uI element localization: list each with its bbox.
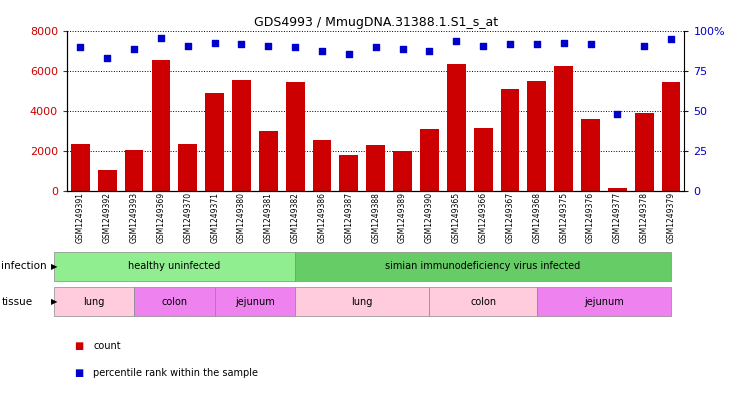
Text: tissue: tissue [1, 297, 33, 307]
Text: jejunum: jejunum [235, 297, 275, 307]
Point [128, 46, 140, 52]
Bar [232, 80, 251, 191]
Point [316, 48, 328, 54]
Bar [98, 170, 117, 191]
Bar [152, 60, 170, 191]
Bar [537, 287, 671, 316]
Point [74, 44, 86, 50]
Bar [339, 155, 359, 191]
Point [397, 46, 408, 52]
Bar [134, 287, 214, 316]
Bar [295, 252, 671, 281]
Bar [286, 82, 304, 191]
Bar [635, 113, 653, 191]
Point [289, 44, 301, 50]
Bar [554, 66, 573, 191]
Bar [393, 151, 412, 191]
Point [450, 38, 462, 44]
Text: ■: ■ [74, 341, 83, 351]
Point [638, 42, 650, 49]
Bar [608, 187, 626, 191]
Point [665, 36, 677, 42]
Point [423, 48, 435, 54]
Text: ▶: ▶ [51, 297, 57, 306]
Bar [581, 119, 600, 191]
Bar [54, 287, 134, 316]
Text: ▶: ▶ [51, 262, 57, 271]
Bar [214, 287, 295, 316]
Text: lung: lung [83, 297, 104, 307]
Text: count: count [93, 341, 121, 351]
Point [343, 51, 355, 57]
Bar [527, 81, 546, 191]
Bar [420, 129, 439, 191]
Bar [474, 128, 493, 191]
Point [182, 42, 193, 49]
Point [263, 42, 275, 49]
Point [558, 39, 570, 46]
Bar [661, 82, 681, 191]
Title: GDS4993 / MmugDNA.31388.1.S1_s_at: GDS4993 / MmugDNA.31388.1.S1_s_at [254, 16, 498, 29]
Bar [312, 140, 331, 191]
Bar [447, 64, 466, 191]
Bar [501, 89, 519, 191]
Bar [366, 145, 385, 191]
Point [155, 35, 167, 41]
Point [504, 41, 516, 47]
Point [236, 41, 248, 47]
Bar [205, 93, 224, 191]
Bar [54, 252, 295, 281]
Point [370, 44, 382, 50]
Text: colon: colon [161, 297, 187, 307]
Point [531, 41, 543, 47]
Text: simian immunodeficiency virus infected: simian immunodeficiency virus infected [385, 261, 581, 271]
Bar [179, 144, 197, 191]
Bar [429, 287, 537, 316]
Text: healthy uninfected: healthy uninfected [128, 261, 220, 271]
Point [477, 42, 489, 49]
Text: percentile rank within the sample: percentile rank within the sample [93, 368, 258, 378]
Bar [71, 144, 90, 191]
Text: colon: colon [470, 297, 496, 307]
Text: ■: ■ [74, 368, 83, 378]
Text: infection: infection [1, 261, 47, 271]
Bar [295, 287, 429, 316]
Bar [259, 131, 278, 191]
Point [585, 41, 597, 47]
Point [101, 55, 113, 62]
Text: lung: lung [352, 297, 373, 307]
Text: jejunum: jejunum [584, 297, 623, 307]
Point [208, 39, 220, 46]
Point [612, 111, 623, 118]
Bar [125, 150, 144, 191]
